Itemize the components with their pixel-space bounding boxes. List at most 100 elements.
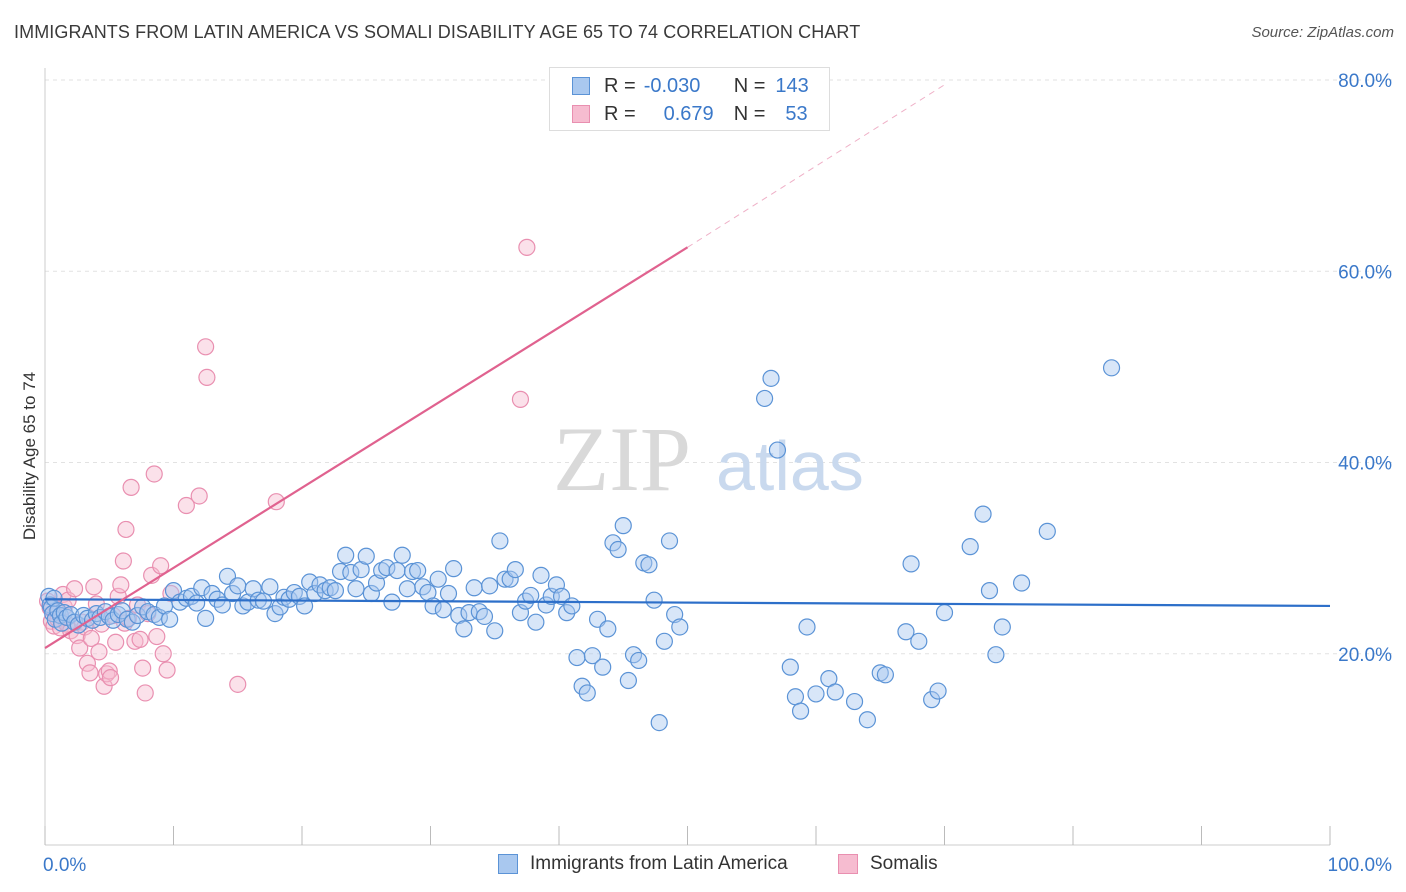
bottom-legend-swatch-pink — [838, 854, 858, 874]
latin-america-point — [527, 613, 545, 631]
latin-america-point — [660, 532, 679, 550]
somalis-point — [117, 520, 135, 539]
axes — [44, 68, 1331, 846]
latin-america-point — [791, 702, 810, 720]
latin-america-point — [929, 682, 947, 700]
latin-america-point — [261, 578, 279, 596]
latin-america-point — [532, 566, 550, 584]
bottom-legend-label: Somalis — [870, 853, 938, 874]
somalis-point — [71, 639, 89, 657]
latin-america-point — [826, 683, 844, 701]
somalis-point — [158, 661, 176, 679]
latin-america-point — [1038, 522, 1056, 540]
latin-america-point — [619, 671, 637, 690]
latin-america-point — [403, 562, 422, 581]
somalis-point — [81, 664, 99, 682]
latin-america-point — [599, 620, 617, 638]
latin-america-point — [935, 604, 954, 622]
latin-america-point — [987, 646, 1005, 664]
somalis-point — [152, 557, 170, 575]
latin-america-point — [378, 559, 396, 577]
latin-america-point — [798, 618, 816, 636]
latin-america-point — [128, 606, 147, 625]
latin-america-point — [193, 579, 211, 597]
latin-america-point — [583, 647, 602, 665]
somalis-point — [78, 654, 97, 672]
latin-america-point — [1012, 574, 1031, 592]
somalis-point — [90, 643, 108, 661]
legend-r-label: R = — [604, 102, 636, 125]
legend-n-value: 143 — [775, 74, 809, 97]
somalis-point — [197, 338, 215, 356]
legend-swatch-blue — [572, 77, 590, 95]
latin-america-point — [786, 688, 805, 706]
latin-america-point — [342, 563, 360, 582]
somalis-point — [122, 478, 140, 496]
watermark: ZIP atlas — [553, 408, 864, 510]
latin-america-point — [481, 577, 499, 595]
somalis-point — [134, 659, 152, 677]
latin-america-point — [781, 658, 799, 676]
latin-america-point — [439, 584, 458, 603]
latin-america-point — [902, 555, 920, 573]
legend-row-latin-america: R = -0.030 N = 143 — [572, 73, 809, 99]
somalis-point — [82, 629, 100, 648]
latin-america-point — [326, 582, 345, 600]
bottom-legend-latin-america[interactable]: Immigrants from Latin America — [498, 851, 788, 877]
latin-america-point — [858, 711, 877, 729]
y-tick-label: 40.0% — [1338, 454, 1392, 475]
latin-america-point — [486, 622, 504, 640]
legend-swatch-pink — [572, 105, 590, 123]
latin-america-point — [506, 560, 524, 579]
latin-america-point — [655, 632, 673, 650]
latin-america-point — [501, 570, 519, 588]
latin-america-point — [229, 577, 247, 595]
latin-america-point — [398, 580, 416, 598]
latin-america-point — [974, 505, 992, 523]
somalis-point — [229, 675, 247, 693]
watermark-zip: ZIP — [553, 408, 691, 510]
latin-america-point — [630, 651, 648, 670]
latin-america-point — [337, 546, 355, 564]
latin-america-point — [445, 560, 463, 578]
somalis-point — [518, 238, 536, 256]
latin-america-point — [876, 666, 894, 684]
latin-america-point — [409, 561, 427, 580]
latin-america-point — [429, 570, 447, 588]
latin-america-point — [910, 632, 928, 650]
latin-america-point — [923, 691, 941, 709]
latin-america-point — [388, 561, 406, 580]
x-tick-label-max: 100.0% — [1328, 855, 1393, 876]
somalis-point — [148, 627, 166, 646]
latin-america-point — [347, 580, 365, 598]
latin-america-point — [113, 602, 131, 620]
legend-r-label: R = — [604, 74, 636, 97]
y-axis-label: Disability Age 65 to 74 — [20, 371, 39, 541]
latin-america-point — [993, 618, 1011, 636]
latin-america-point — [671, 618, 689, 636]
latin-america-point — [455, 620, 473, 638]
latin-america-point — [161, 610, 179, 628]
latin-america-point — [563, 597, 581, 615]
y-tick-label: 20.0% — [1338, 645, 1392, 666]
stats-legend: R = -0.030 N = 143 R = 0.679 N = 53 — [549, 67, 830, 131]
somalis-point — [511, 390, 530, 408]
somalis-point — [131, 630, 149, 649]
latin-america-point — [491, 532, 509, 550]
legend-n-label: N = — [733, 74, 766, 97]
y-tick-label: 80.0% — [1338, 71, 1392, 92]
source-label: Source: ZipAtlas.com — [1251, 24, 1394, 41]
tick-labels: 20.0% 40.0% 60.0% 80.0% 0.0% 100.0% — [43, 71, 1392, 876]
somalis-point — [65, 580, 84, 598]
somalis-point — [154, 645, 172, 663]
somalis-point — [136, 684, 154, 702]
latin-america-point — [980, 582, 999, 600]
bottom-legend-somalis[interactable]: Somalis — [838, 851, 938, 877]
latin-america-point — [578, 684, 596, 702]
latin-america-point — [897, 623, 915, 641]
latin-america-point — [321, 579, 339, 597]
latin-america-point — [197, 609, 215, 627]
latin-america-point — [609, 540, 627, 559]
latin-america-point — [465, 579, 483, 597]
